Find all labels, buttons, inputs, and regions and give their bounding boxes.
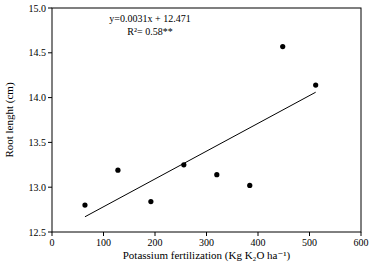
x-tick [155,232,156,236]
y-tick [48,97,52,98]
x-tick [309,232,310,236]
y-tick-label: 13.0 [29,182,47,193]
x-tick-label: 200 [148,237,163,248]
x-tick-label: 300 [199,237,214,248]
chart: 0 100 200 300 400 500 600 12.5 13.0 13.5 14.0 14.5 1… [0,0,377,267]
data-point [82,203,87,208]
data-point [313,82,318,87]
y-tick-label: 14.5 [29,47,47,58]
x-tick-label: 400 [251,237,266,248]
x-tick-label: 100 [96,237,111,248]
data-point [115,168,120,173]
x-axis-label: Potassium fertilization (Kg K₂O ha⁻¹) [123,249,291,262]
data-point [214,172,219,177]
data-point [280,44,285,49]
y-axis-label: Root lenght (cm) [3,82,16,157]
y-tick-label: 14.0 [29,92,47,103]
regression-line [85,92,316,217]
plot-marks [82,44,318,217]
y-tick-label: 15.0 [29,3,47,14]
x-tick [361,232,362,236]
x-tick [206,232,207,236]
y-tick-label: 12.5 [29,227,47,238]
y-tick [48,232,52,233]
annotation: R²= 0.58** [127,26,172,37]
y-tick [48,8,52,9]
x-tick-label: 500 [302,237,317,248]
plot-frame [52,8,361,232]
data-point [148,199,153,204]
x-tick [258,232,259,236]
y-tick [48,187,52,188]
x-tick-label: 0 [50,237,55,248]
y-tick [48,142,52,143]
x-tick [103,232,104,236]
y-tick-label: 13.5 [29,137,47,148]
y-tick [48,52,52,53]
data-point [247,183,252,188]
x-tick-label: 600 [354,237,369,248]
annotation: y=0.0031x + 12.471 [109,13,190,24]
x-tick [52,232,53,236]
